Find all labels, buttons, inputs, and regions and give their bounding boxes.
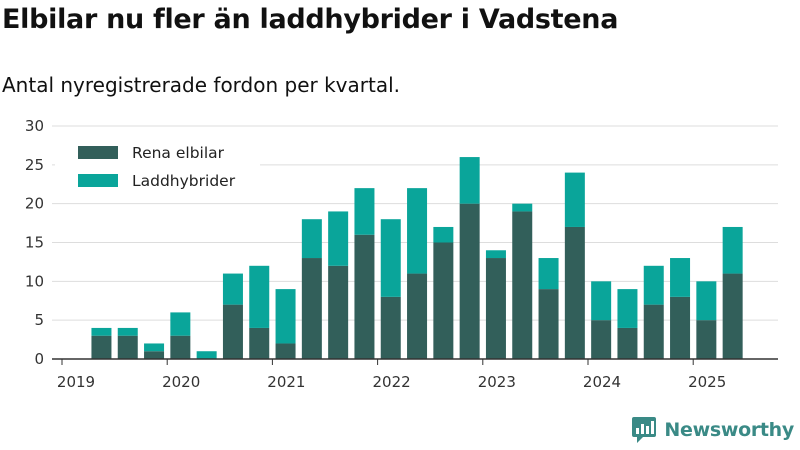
x-tick-label: 2023 bbox=[478, 373, 516, 391]
bar-laddhybrider bbox=[696, 281, 717, 321]
bar-laddhybrider bbox=[722, 226, 743, 274]
bar-rena-elbilar bbox=[485, 258, 506, 359]
bar-laddhybrider bbox=[591, 281, 612, 321]
y-tick-label: 10 bbox=[25, 272, 44, 290]
bar-rena-elbilar bbox=[670, 296, 691, 359]
bar-laddhybrider bbox=[91, 327, 112, 336]
legend-label-laddhybrider: Laddhybrider bbox=[132, 172, 236, 190]
bar-laddhybrider bbox=[275, 289, 296, 344]
bar-rena-elbilar bbox=[301, 258, 322, 359]
bar-rena-elbilar bbox=[249, 327, 270, 359]
bar-rena-elbilar bbox=[433, 242, 454, 359]
bar-rena-elbilar bbox=[91, 335, 112, 359]
x-axis: 2019 2020 2021 2022 2023 2024 2025 bbox=[52, 358, 778, 391]
bar-laddhybrider bbox=[538, 258, 559, 290]
bar-laddhybrider bbox=[564, 172, 585, 227]
x-tick-label: 2022 bbox=[373, 373, 411, 391]
bar-laddhybrider bbox=[459, 157, 480, 204]
bar-rena-elbilar bbox=[459, 203, 480, 359]
bar-laddhybrider bbox=[512, 203, 533, 212]
bar-rena-elbilar bbox=[617, 327, 638, 359]
bar-rena-elbilar bbox=[275, 343, 296, 359]
x-tick-label: 2024 bbox=[583, 373, 621, 391]
bar-rena-elbilar bbox=[643, 304, 664, 359]
bar-laddhybrider bbox=[222, 273, 243, 305]
bar-rena-elbilar bbox=[696, 320, 717, 359]
y-tick-label: 5 bbox=[34, 311, 44, 329]
bar-rena-elbilar bbox=[354, 234, 375, 359]
brand-name: Newsworthy bbox=[664, 419, 794, 441]
bar-rena-elbilar bbox=[380, 296, 401, 359]
bar-laddhybrider bbox=[170, 312, 191, 336]
legend-swatch-rena-elbilar bbox=[78, 146, 118, 159]
x-tick-label: 2021 bbox=[267, 373, 305, 391]
bar-laddhybrider bbox=[485, 250, 506, 259]
bar-laddhybrider bbox=[144, 343, 165, 352]
y-axis-ticks: 0 5 10 15 20 25 30 bbox=[25, 117, 44, 368]
bar-laddhybrider bbox=[433, 226, 454, 243]
bar-laddhybrider bbox=[117, 327, 138, 336]
bar-laddhybrider bbox=[301, 219, 322, 259]
bar-rena-elbilar bbox=[538, 289, 559, 359]
bar-laddhybrider bbox=[380, 219, 401, 297]
bar-rena-elbilar bbox=[407, 273, 428, 359]
legend-swatch-laddhybrider bbox=[78, 174, 118, 187]
y-tick-label: 25 bbox=[25, 156, 44, 174]
bar-laddhybrider bbox=[196, 351, 217, 359]
bars bbox=[91, 157, 743, 359]
bar-laddhybrider bbox=[407, 188, 428, 274]
legend: Rena elbilar Laddhybrider bbox=[55, 137, 260, 195]
y-tick-label: 20 bbox=[25, 195, 44, 213]
bar-rena-elbilar bbox=[144, 351, 165, 359]
newsworthy-logo-icon bbox=[632, 417, 657, 443]
y-tick-label: 15 bbox=[25, 234, 44, 252]
x-tick-label: 2020 bbox=[162, 373, 200, 391]
bar-rena-elbilar bbox=[117, 335, 138, 359]
bar-rena-elbilar bbox=[564, 226, 585, 359]
legend-label-rena-elbilar: Rena elbilar bbox=[132, 144, 225, 162]
y-tick-label: 30 bbox=[25, 117, 44, 135]
bar-laddhybrider bbox=[617, 289, 638, 328]
x-tick-label: 2025 bbox=[688, 373, 726, 391]
bar-rena-elbilar bbox=[170, 335, 191, 359]
bar-rena-elbilar bbox=[591, 320, 612, 359]
chart-title: Elbilar nu fler än laddhybrider i Vadste… bbox=[2, 4, 619, 35]
bar-laddhybrider bbox=[643, 265, 664, 305]
bar-laddhybrider bbox=[249, 265, 270, 328]
bar-laddhybrider bbox=[670, 258, 691, 297]
chart-subtitle: Antal nyregistrerade fordon per kvartal. bbox=[2, 73, 401, 97]
brand-logo: Newsworthy bbox=[631, 416, 794, 444]
bar-laddhybrider bbox=[354, 188, 375, 235]
bar-laddhybrider bbox=[328, 211, 349, 266]
bar-rena-elbilar bbox=[222, 304, 243, 359]
bar-rena-elbilar bbox=[722, 273, 743, 359]
y-tick-label: 0 bbox=[34, 350, 44, 368]
bar-rena-elbilar bbox=[328, 265, 349, 359]
x-tick-label: 2019 bbox=[57, 373, 95, 391]
bar-rena-elbilar bbox=[512, 211, 533, 359]
